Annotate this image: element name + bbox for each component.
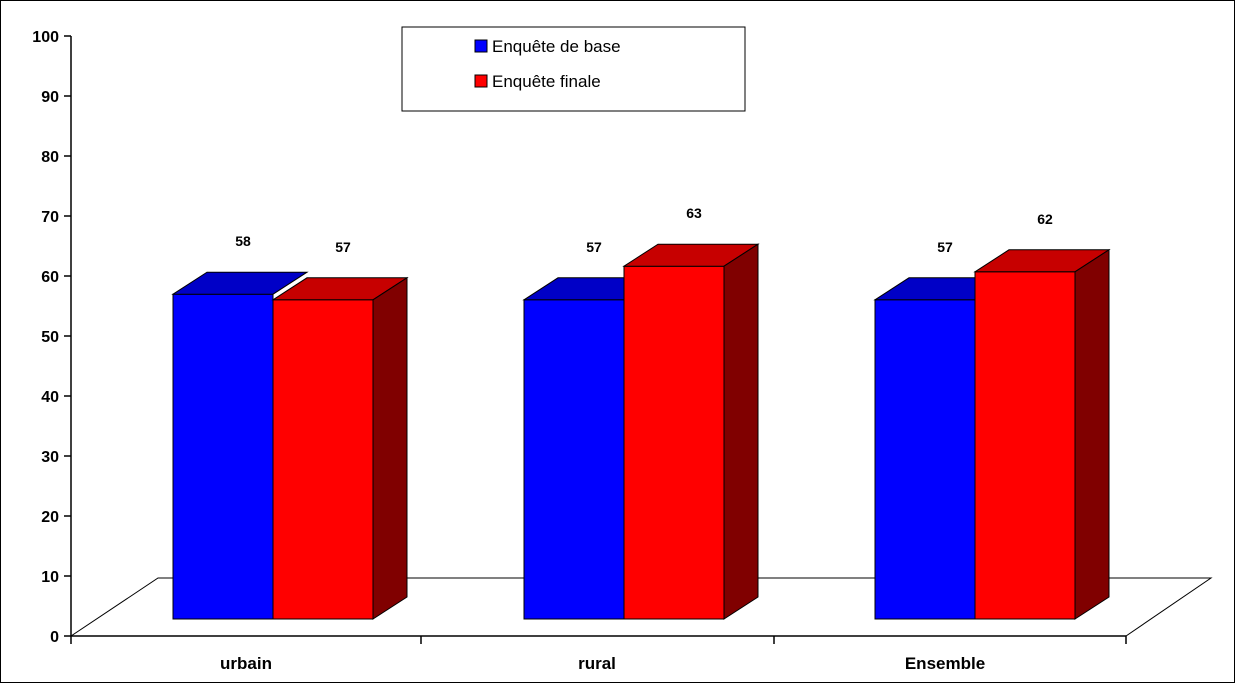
bar-urbain-2 (271, 276, 409, 620)
bar-ensemble-1 (873, 277, 1011, 620)
y-tick-label: 60 (41, 269, 59, 286)
data-label: 57 (586, 239, 602, 255)
legend-entry: Enquête finale (492, 72, 601, 91)
data-labels: 58 57 57 63 57 62 (235, 205, 1053, 255)
data-label: 58 (235, 233, 251, 249)
bar-ensemble-2 (973, 248, 1111, 620)
legend-swatch (474, 39, 488, 53)
bar-front (272, 299, 374, 620)
legend-entry: Enquête de base (492, 37, 621, 56)
bar-side (1074, 248, 1110, 620)
bar-rural-2 (622, 243, 760, 620)
y-tick-label: 30 (41, 449, 59, 466)
bar-front (172, 293, 274, 620)
bar-top (171, 271, 309, 295)
y-tick-label: 10 (41, 569, 59, 586)
bars (171, 243, 1111, 620)
bar-front (974, 271, 1076, 620)
y-tick-label: 20 (41, 509, 59, 526)
legend-box (401, 26, 746, 112)
y-tick-label: 100 (32, 29, 59, 46)
data-label: 63 (686, 205, 702, 221)
y-tick-label: 0 (50, 629, 59, 646)
x-tick-label: Ensemble (905, 654, 985, 673)
y-tick-label: 70 (41, 209, 59, 226)
data-label: 62 (1037, 211, 1053, 227)
bar-front (874, 299, 976, 620)
legend: Enquête de base Enquête finale (401, 26, 746, 112)
legend-swatch (474, 74, 488, 88)
x-axis: urbain rural Ensemble (70, 635, 1127, 673)
y-tick-label: 80 (41, 149, 59, 166)
bar-front (623, 265, 725, 620)
x-tick-label: urbain (220, 654, 272, 673)
bar-side (372, 276, 408, 620)
bar-side (723, 243, 759, 620)
x-tick-label: rural (578, 654, 616, 673)
bar-front (523, 299, 625, 620)
y-tick-label: 40 (41, 389, 59, 406)
bar-urbain-1 (171, 271, 309, 620)
y-tick-label: 90 (41, 89, 59, 106)
data-label: 57 (335, 239, 351, 255)
y-axis: 0 10 20 30 40 50 60 70 80 90 100 (32, 29, 72, 646)
y-tick-label: 50 (41, 329, 59, 346)
data-label: 57 (937, 239, 953, 255)
